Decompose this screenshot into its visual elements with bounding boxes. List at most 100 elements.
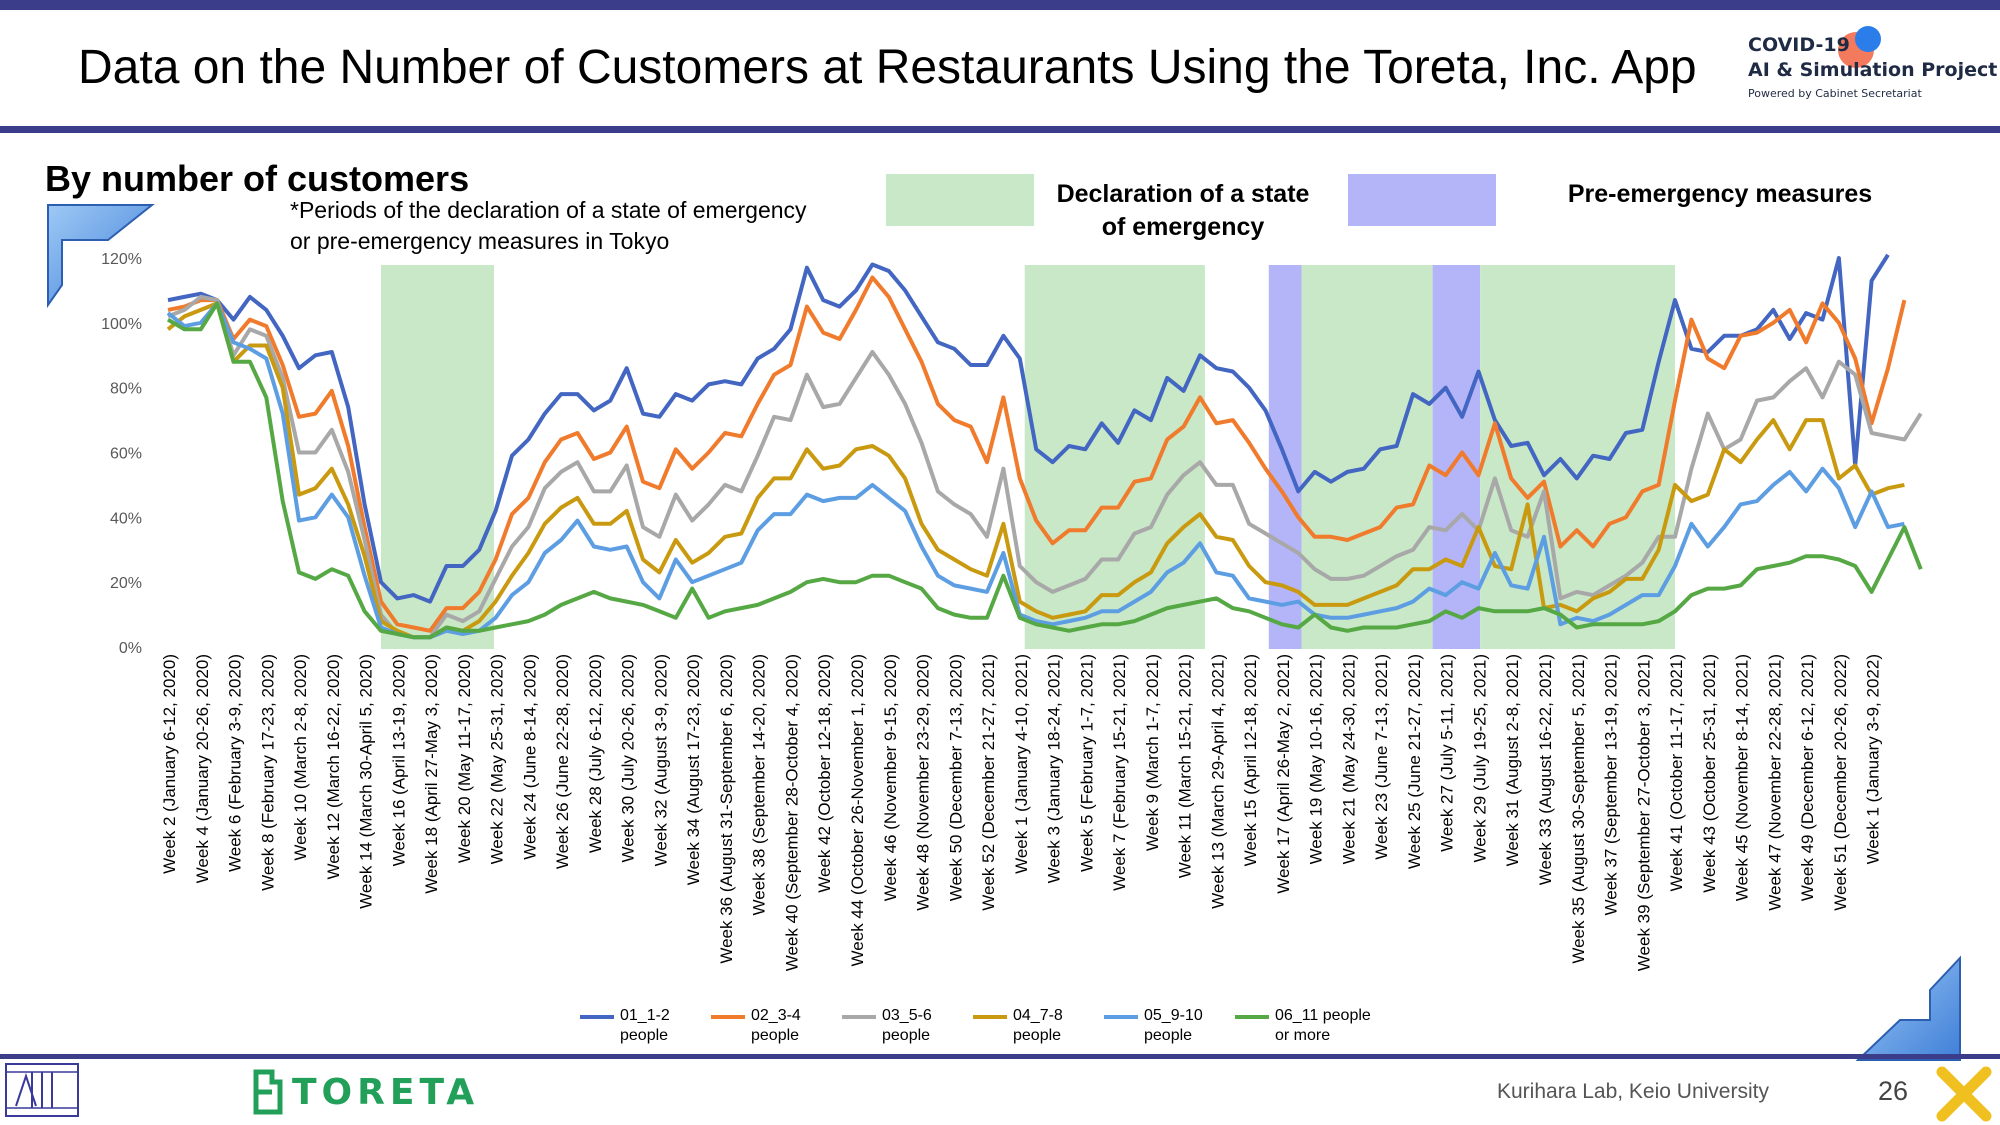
period-note-line-2: or pre-emergency measures in Tokyo [290, 228, 670, 254]
x-tick-label: Week 37 (September 13-19, 2021) [1602, 654, 1621, 915]
x-tick-label: Week 42 (October 12-18, 2020) [815, 654, 834, 893]
x-tick-label: Week 49 (December 6-12, 2021) [1798, 654, 1817, 901]
emergency-legend-swatch [886, 174, 1034, 226]
toreta-brand: TORETA [292, 1072, 480, 1113]
x-tick-label: Week 47 (November 22-28, 2021) [1765, 654, 1784, 911]
x-tick-label: Week 10 (March 2-8, 2020) [291, 654, 310, 861]
x-tick-label: Week 31 (August 2-8, 2021) [1503, 654, 1522, 866]
x-tick-label: Week 26 (June 22-28, 2020) [553, 654, 572, 869]
corner-decoration-bottom-right [1855, 955, 1961, 1061]
period-note: *Periods of the declaration of a state o… [290, 195, 890, 257]
series-legend-line-1: 06_11 people [1275, 1007, 1371, 1024]
x-tick-label: Week 1 (January 4-10, 2021) [1012, 654, 1031, 874]
x-tick-label: Week 48 (November 23-29, 2020) [914, 654, 933, 911]
x-tick-label: Week 29 (July 19-25, 2021) [1470, 654, 1489, 863]
x-tick-label: Week 52 (December 21-27, 2021) [979, 654, 998, 911]
series-legend-line-1: 05_9-10 [1144, 1007, 1203, 1024]
x-tick-label: Week 5 (February 1-7, 2021) [1077, 654, 1096, 872]
period-band-emergency-1 [1024, 265, 1205, 649]
pre-emergency-legend-label: Pre-emergency measures [1567, 180, 1873, 208]
y-tick-label: 0% [119, 640, 142, 657]
emergency-legend-line-2: of emergency [1101, 213, 1265, 241]
x-tick-label: Week 17 (April 26-May 2, 2021) [1274, 654, 1293, 894]
header-divider-bar [0, 126, 2000, 133]
series-legend-line-1: 04_7-8 [1013, 1007, 1063, 1024]
x-tick-label: Week 18 (April 27-May 3, 2020) [422, 654, 441, 894]
x-tick-label: Week 9 (March 1-7, 2021) [1143, 654, 1162, 851]
y-tick-label: 20% [110, 575, 142, 592]
toreta-logo-icon [253, 1069, 283, 1115]
section-subtitle: By number of customers [45, 158, 470, 199]
brand-line-3: Powered by Cabinet Secretariat [1748, 87, 1922, 100]
series-line-2 [167, 275, 1907, 633]
x-tick-label: Week 15 (April 12-18, 2021) [1241, 654, 1260, 866]
x-tick-label: Week 3 (January 18-24, 2021) [1045, 654, 1064, 883]
x-tick-label: Week 43 (October 25-31, 2021) [1700, 654, 1719, 893]
brand-line-2: AI & Simulation Project [1748, 59, 1998, 81]
x-tick-label: Week 11 (March 15-21, 2021) [1176, 654, 1195, 878]
x-tick-label: Week 36 (August 31-September 6, 2020) [717, 654, 736, 964]
emergency-legend-line-1: Declaration of a state [1056, 180, 1310, 208]
x-tick-label: Week 51 (December 20-26, 2022) [1831, 654, 1850, 911]
x-tick-label: Week 23 (June 7-13, 2021) [1372, 654, 1391, 860]
x-tick-label: Week 2 (January 6-12, 2020) [160, 654, 179, 874]
x-logo-icon [1936, 1066, 1992, 1122]
brand-blue-dot [1855, 26, 1881, 52]
y-tick-label: 120% [101, 251, 142, 268]
series-legend-line-2: people [751, 1027, 800, 1044]
x-tick-label: Week 33 (August 16-22, 2021) [1536, 654, 1555, 885]
x-tick-label: Week 25 (June 21-27, 2021) [1405, 654, 1424, 869]
x-tick-label: Week 8 (February 17-23, 2020) [258, 654, 277, 891]
series-legend-label: 06_11 people or more [1275, 1006, 1371, 1046]
x-tick-label: Week 21 (May 24-30, 2021) [1339, 654, 1358, 864]
series-legend-line-1: 01_1-2 [620, 1007, 670, 1024]
page-title: Data on the Number of Customers at Resta… [78, 41, 1697, 94]
x-tick-label: Week 44 (October 26-November 1, 2020) [848, 654, 867, 966]
keio-lab-logo-icon [5, 1063, 79, 1117]
series-legend-line-1: 02_3-4 [751, 1007, 801, 1024]
x-tick-label: Week 4 (January 20-26, 2020) [193, 654, 212, 883]
series-legend-line-2: people [1013, 1027, 1062, 1044]
project-brand: COVID-19 AI & Simulation Project Powered… [1748, 34, 1997, 100]
x-tick-label: Week 20 (May 11-17, 2020) [455, 654, 474, 863]
x-tick-label: Week 6 (February 3-9, 2020) [226, 654, 245, 872]
series-legend-swatch [711, 1015, 745, 1019]
y-tick-label: 60% [110, 446, 142, 463]
series-legend-line-2: people [1144, 1027, 1193, 1044]
x-tick-label: Week 39 (September 27-October 3, 2021) [1634, 654, 1653, 971]
x-tick-label: Week 19 (May 10-16, 2021) [1307, 654, 1326, 864]
x-tick-label: Week 32 (August 3-9, 2020) [651, 654, 670, 866]
series-legend-line-1: 03_5-6 [882, 1007, 932, 1024]
y-tick-label: 100% [101, 316, 142, 333]
series-line-6 [166, 301, 1923, 640]
x-tick-label: Week 38 (September 14-20, 2020) [750, 654, 769, 915]
x-tick-label: Week 34 (August 17-23, 2020) [684, 654, 703, 885]
footer-divider-bar [0, 1054, 2000, 1059]
x-tick-label: Week 16 (April 13-19, 2020) [389, 654, 408, 866]
series-line-1 [167, 253, 1890, 604]
x-tick-label: Week 40 (September 28-October 4, 2020) [782, 654, 801, 971]
x-tick-label: Week 14 (March 30-April 5, 2020) [357, 654, 376, 909]
series-legend-swatch [1104, 1015, 1138, 1019]
series-legend-line-2: people [882, 1027, 931, 1044]
x-tick-label: Week 35 (August 30-September 5, 2021) [1569, 654, 1588, 964]
x-tick-label: Week 13 (March 29-April 4, 2021) [1208, 654, 1227, 909]
x-tick-label: Week 7 (February 15-21, 2021) [1110, 654, 1129, 891]
corner-decoration-top-left [47, 204, 155, 309]
x-tick-label: Week 24 (June 8-14, 2020) [520, 654, 539, 860]
series-line-3 [167, 294, 1923, 640]
x-tick-label: Week 28 (July 6-12, 2020) [586, 654, 605, 853]
x-tick-label: Week 12 (March 16-22, 2020) [324, 654, 343, 880]
series-legend-line-2: people [620, 1027, 669, 1044]
pre-emergency-legend-swatch [1348, 174, 1496, 226]
period-note-line-1: *Periods of the declaration of a state o… [290, 197, 807, 223]
period-band-emergency-3 [1301, 265, 1433, 649]
x-tick-label: Week 50 (December 7-13, 2020) [946, 654, 965, 901]
emergency-legend-label: Declaration of a state of emergency [1040, 178, 1326, 244]
x-tick-label: Week 41 (October 11-17, 2021) [1667, 654, 1686, 892]
